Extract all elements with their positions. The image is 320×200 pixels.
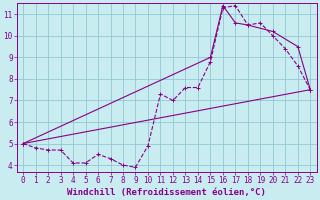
X-axis label: Windchill (Refroidissement éolien,°C): Windchill (Refroidissement éolien,°C) (67, 188, 266, 197)
